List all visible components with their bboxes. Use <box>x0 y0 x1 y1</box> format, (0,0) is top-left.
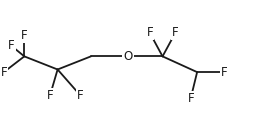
Text: F: F <box>221 66 227 79</box>
Text: F: F <box>77 89 84 102</box>
Text: F: F <box>47 89 53 102</box>
Text: F: F <box>1 66 7 79</box>
Text: F: F <box>187 92 194 105</box>
Text: F: F <box>21 29 28 42</box>
Text: F: F <box>146 26 153 39</box>
Text: F: F <box>172 26 179 39</box>
Text: O: O <box>123 50 133 63</box>
Text: F: F <box>8 39 15 52</box>
